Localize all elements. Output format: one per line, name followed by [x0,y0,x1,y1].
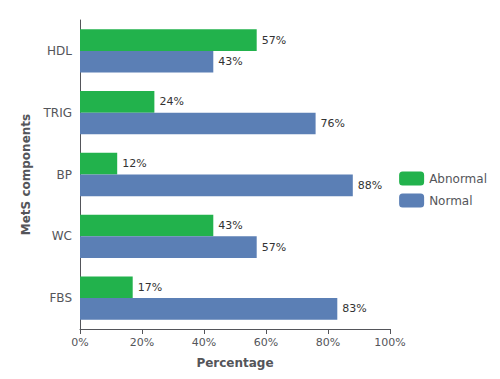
svg-text:100%: 100% [374,336,405,349]
svg-text:Normal: Normal [429,194,472,208]
svg-text:TRIG: TRIG [42,106,72,120]
svg-text:Percentage: Percentage [196,356,273,370]
svg-text:HDL: HDL [47,44,72,58]
svg-text:0%: 0% [71,336,88,349]
svg-text:57%: 57% [262,34,286,47]
svg-text:20%: 20% [130,336,154,349]
svg-text:83%: 83% [342,302,366,315]
svg-text:WC: WC [52,229,72,243]
svg-text:Abnormal: Abnormal [429,172,487,186]
svg-text:88%: 88% [358,179,382,192]
svg-text:60%: 60% [254,336,278,349]
svg-text:76%: 76% [321,117,345,130]
svg-text:MetS components: MetS components [19,114,33,235]
svg-text:43%: 43% [218,219,242,232]
svg-text:24%: 24% [159,95,183,108]
svg-text:57%: 57% [262,241,286,254]
svg-text:80%: 80% [316,336,340,349]
svg-text:BP: BP [57,168,72,182]
svg-text:FBS: FBS [49,291,72,305]
svg-text:43%: 43% [218,55,242,68]
svg-text:17%: 17% [138,281,162,294]
svg-text:40%: 40% [192,336,216,349]
svg-text:12%: 12% [122,157,146,170]
